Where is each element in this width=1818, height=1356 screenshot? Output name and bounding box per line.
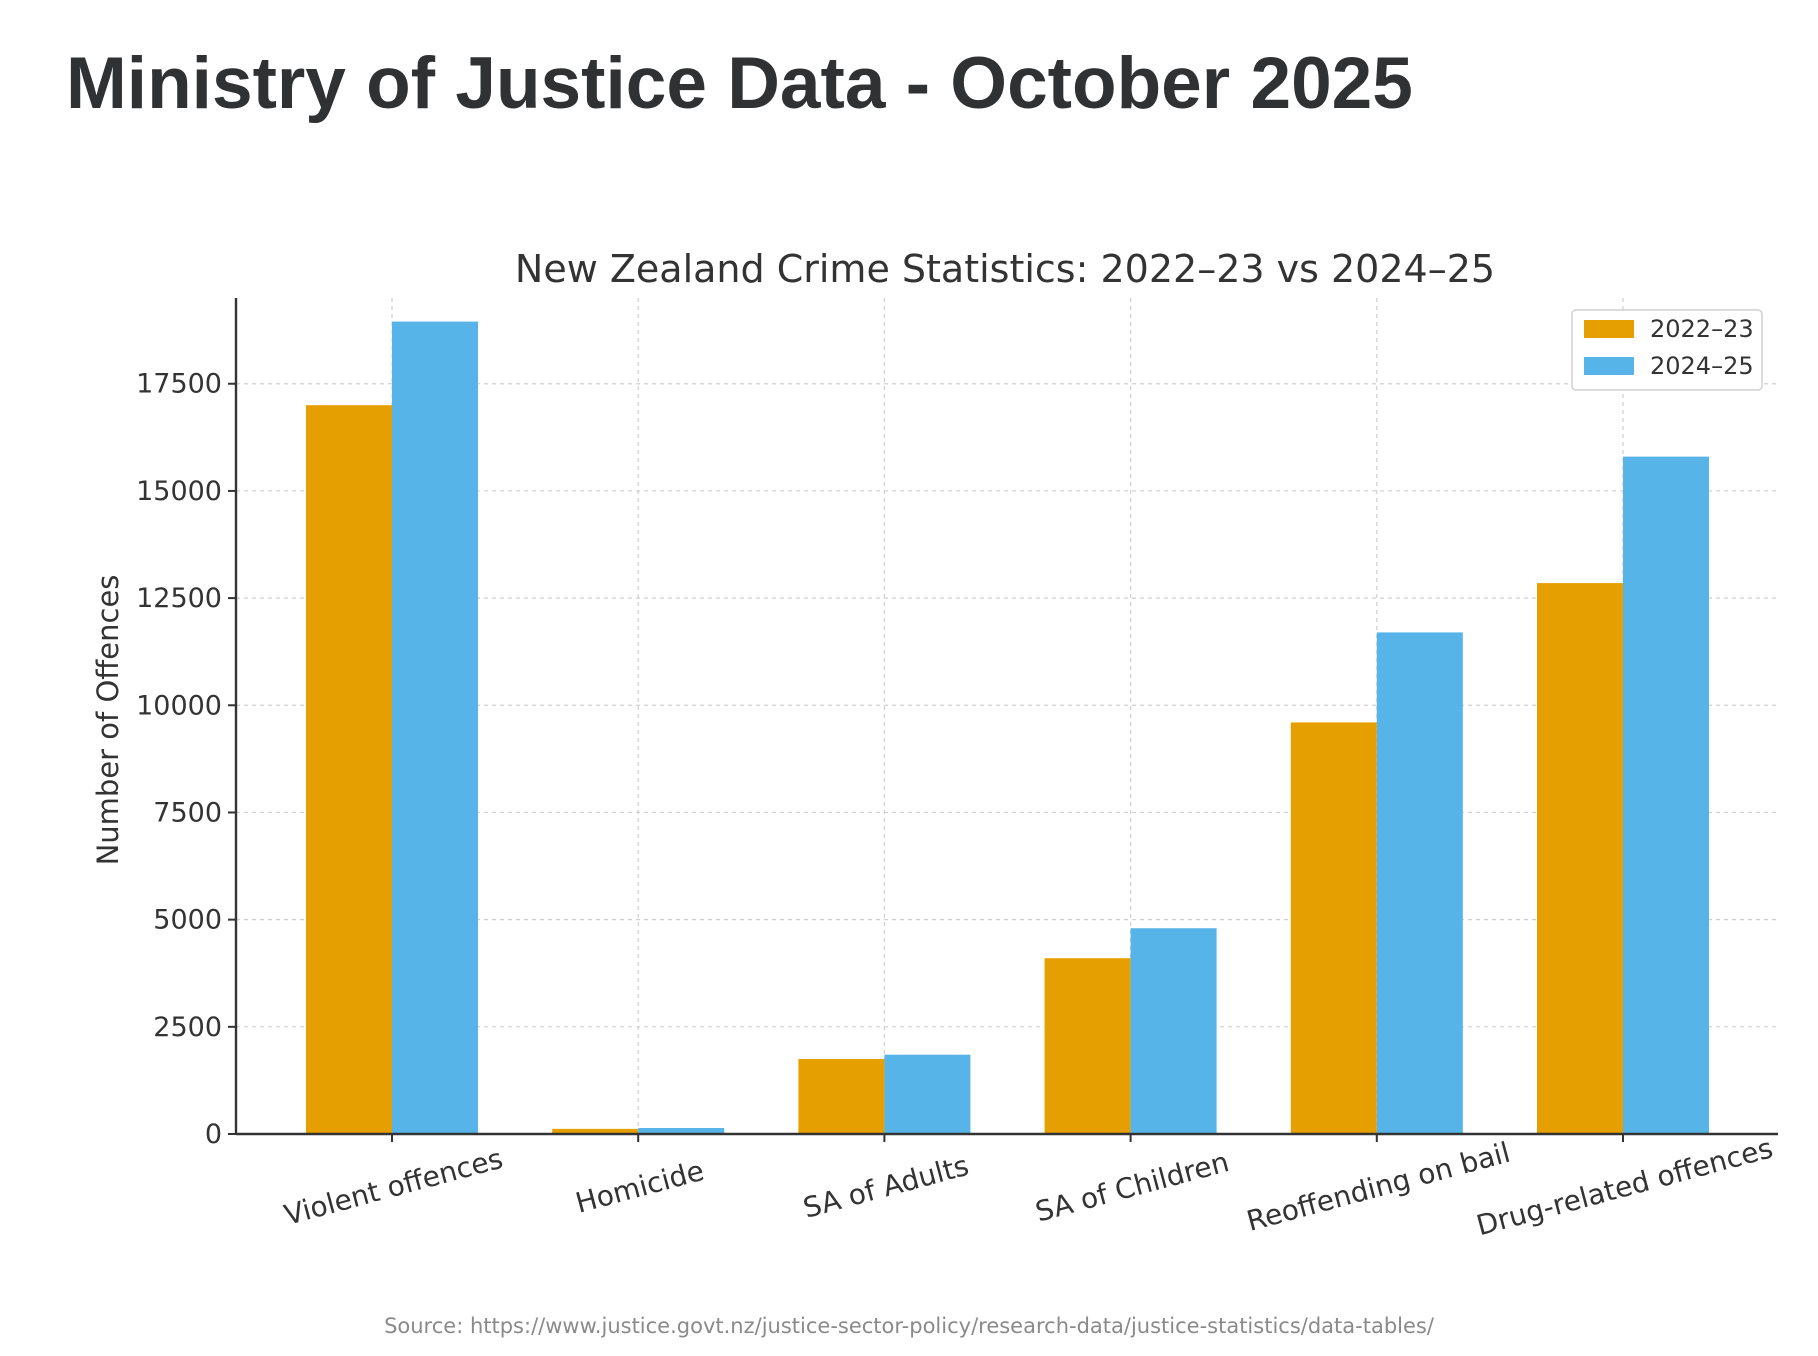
axes <box>228 298 1778 1142</box>
y-tick-label: 7500 <box>153 797 222 828</box>
legend-swatch <box>1584 357 1634 375</box>
x-tick-label: SA of Adults <box>800 1149 973 1225</box>
bar-2022-23-homicide <box>552 1128 639 1134</box>
legend-label: 2024–25 <box>1650 352 1754 380</box>
y-tick-label: 5000 <box>153 905 222 936</box>
x-tick-label: Violent offences <box>281 1142 507 1232</box>
legend: 2022–23 2024–25 <box>1571 309 1763 391</box>
y-tick-label: 10000 <box>136 690 222 721</box>
bar-2024-25-homicide <box>638 1127 725 1134</box>
bar-2022-23-reoffending-on-bail <box>1290 722 1377 1134</box>
bar-2022-23-violent-offences <box>306 405 392 1135</box>
y-axis-label: Number of Offences <box>91 575 125 866</box>
bar-2024-25-violent-offences <box>392 321 478 1135</box>
x-tick-labels: Violent offences Homicide SA of Adults SA o… <box>281 1131 1776 1242</box>
bar-2022-23-sa-of-children <box>1044 958 1131 1134</box>
y-tick-label: 12500 <box>136 583 222 614</box>
legend-swatch <box>1584 320 1634 338</box>
x-tick-label: SA of Children <box>1032 1145 1233 1228</box>
y-tick-label: 2500 <box>153 1012 222 1043</box>
y-tick-labels: 0 2500 5000 7500 10000 12500 15000 17500 <box>136 369 222 1150</box>
x-tick-label: Homicide <box>572 1154 707 1220</box>
y-tick-label: 0 <box>205 1119 222 1150</box>
bars <box>306 321 1709 1135</box>
page-title: Ministry of Justice Data - October 2025 <box>66 43 1413 124</box>
source-note: Source: https://www.justice.govt.nz/just… <box>384 1314 1434 1338</box>
bar-2022-23-sa-of-adults <box>798 1058 885 1134</box>
bar-2024-25-sa-of-children <box>1130 928 1217 1134</box>
bar-2024-25-sa-of-adults <box>884 1054 971 1134</box>
bar-2022-23-drug-related-offences <box>1537 583 1623 1134</box>
y-tick-label: 17500 <box>136 369 222 400</box>
legend-label: 2022–23 <box>1650 315 1754 343</box>
bar-2024-25-reoffending-on-bail <box>1376 632 1463 1134</box>
chart-title: New Zealand Crime Statistics: 2022–23 vs… <box>515 247 1495 291</box>
x-tick-label: Drug-related offences <box>1473 1131 1776 1242</box>
x-tick-label: Reoffending on bail <box>1243 1136 1513 1238</box>
bar-2024-25-drug-related-offences <box>1623 456 1709 1135</box>
y-tick-label: 15000 <box>136 476 222 507</box>
